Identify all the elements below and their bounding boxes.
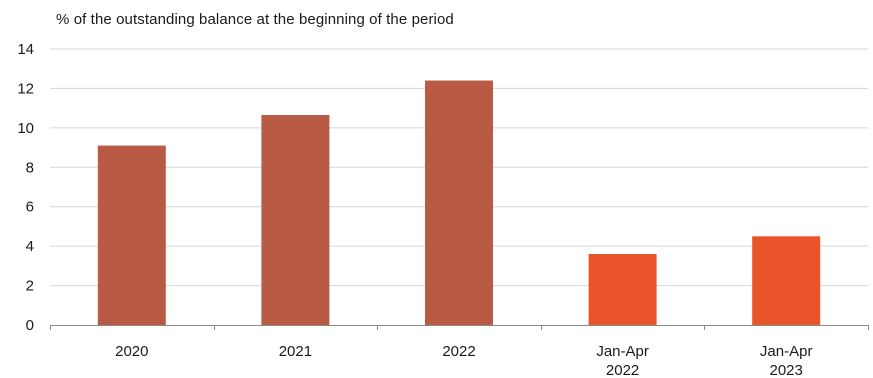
axes: [50, 325, 869, 330]
y-tick-label: 2: [26, 278, 34, 295]
bar: [425, 80, 493, 326]
y-tick-label: 6: [26, 199, 34, 216]
bar: [588, 254, 657, 325]
y-tick-labels: 0 2 4 6 8 10 12 14: [17, 41, 34, 334]
bars: [97, 80, 821, 326]
bar: [261, 115, 330, 326]
x-tick-label: Jan-Apr: [760, 343, 813, 360]
y-tick-label: 14: [17, 41, 34, 58]
x-tick-label: 2022: [442, 343, 475, 360]
bar: [752, 236, 821, 325]
bar: [97, 145, 166, 325]
x-tick-label: 2021: [279, 343, 312, 360]
y-tick-label: 0: [26, 317, 34, 334]
y-axis-unit-label: % of the outstanding balance at the begi…: [56, 11, 454, 28]
x-tick-label: 2022: [606, 362, 639, 378]
y-tick-label: 10: [17, 120, 34, 137]
x-tick-label: Jan-Apr: [596, 343, 649, 360]
y-tick-label: 4: [26, 238, 34, 255]
x-tick-label: 2020: [115, 343, 148, 360]
y-tick-label: 12: [17, 80, 34, 97]
x-tick-labels: 2020 2021 2022 Jan-Apr 2022 Jan-Apr 2023: [115, 343, 812, 378]
x-tick-label: 2023: [770, 362, 803, 378]
y-tick-label: 8: [26, 159, 34, 176]
